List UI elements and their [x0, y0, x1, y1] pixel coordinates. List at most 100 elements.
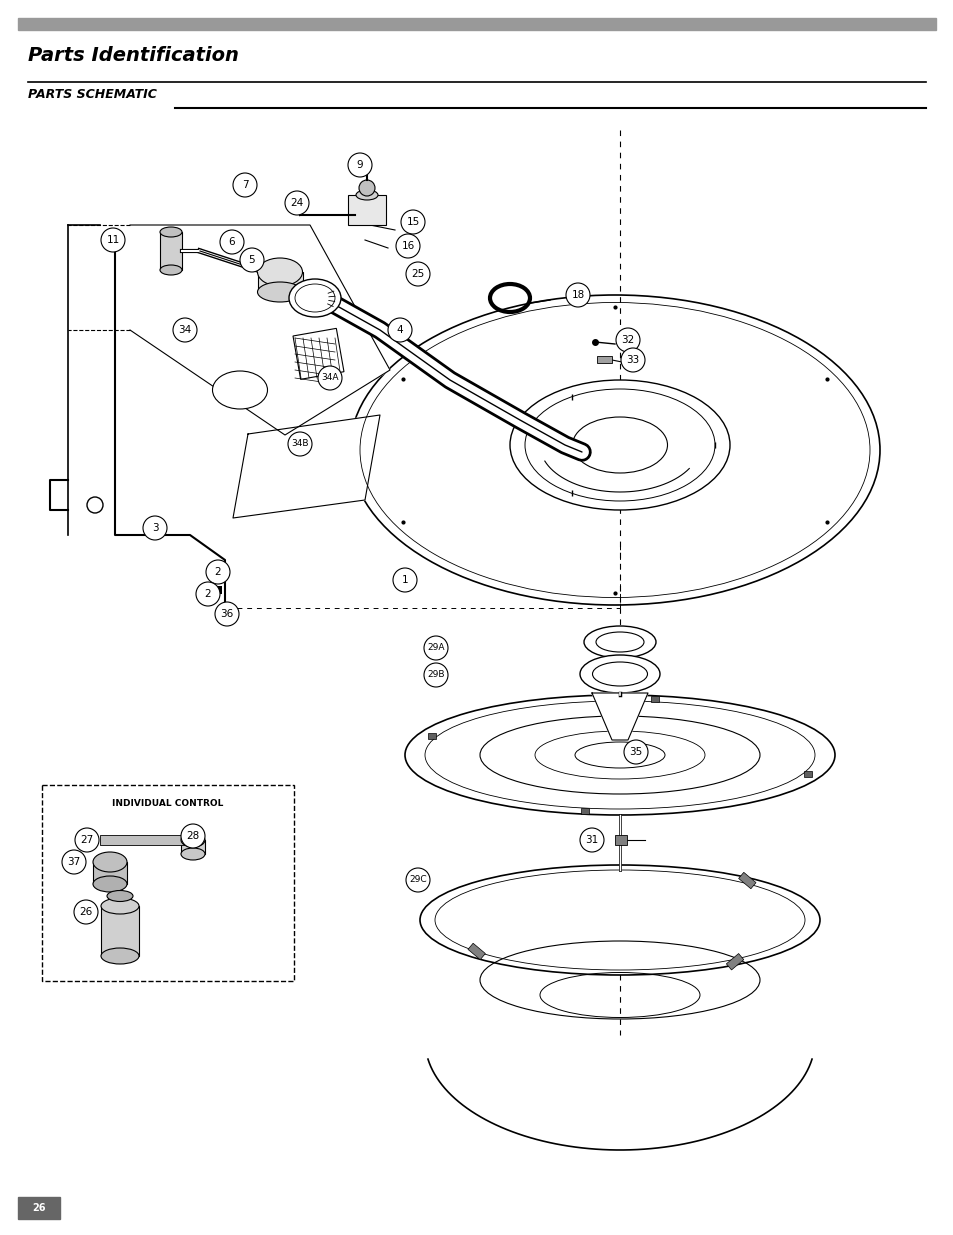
Circle shape — [317, 366, 341, 390]
Bar — [101, 906, 139, 956]
Bar — [468, 944, 485, 960]
Circle shape — [616, 329, 639, 352]
Ellipse shape — [583, 626, 656, 658]
Bar — [218, 568, 230, 576]
Ellipse shape — [510, 380, 729, 510]
Ellipse shape — [405, 695, 834, 815]
Text: 33: 33 — [626, 354, 639, 366]
Text: 32: 32 — [620, 335, 634, 345]
Circle shape — [206, 559, 230, 584]
Text: 9: 9 — [356, 161, 363, 170]
Ellipse shape — [350, 295, 879, 605]
Text: 1: 1 — [401, 576, 408, 585]
Text: 5: 5 — [249, 254, 255, 266]
Text: INDIVIDUAL CONTROL: INDIVIDUAL CONTROL — [112, 799, 223, 808]
Circle shape — [233, 173, 256, 198]
Text: 34: 34 — [178, 325, 192, 335]
Bar — [725, 953, 743, 969]
Circle shape — [579, 827, 603, 852]
Ellipse shape — [257, 258, 302, 287]
Bar — [428, 732, 436, 739]
Polygon shape — [130, 225, 390, 435]
Text: 26: 26 — [79, 906, 92, 918]
Bar — [18, 19, 935, 30]
Circle shape — [62, 850, 86, 874]
Ellipse shape — [181, 848, 205, 860]
Text: 25: 25 — [411, 269, 424, 279]
Text: 35: 35 — [629, 747, 642, 757]
Text: 37: 37 — [68, 857, 81, 867]
Text: 29C: 29C — [409, 876, 426, 884]
Circle shape — [181, 824, 205, 848]
Circle shape — [143, 516, 167, 540]
Text: 26: 26 — [32, 1203, 46, 1213]
Ellipse shape — [289, 279, 340, 317]
Ellipse shape — [355, 190, 377, 200]
Bar — [160, 232, 182, 270]
Circle shape — [423, 663, 448, 687]
Bar — [738, 872, 755, 889]
Circle shape — [400, 210, 424, 233]
Text: 24: 24 — [290, 198, 303, 207]
Bar — [615, 835, 626, 845]
Circle shape — [75, 827, 99, 852]
Circle shape — [406, 262, 430, 287]
Text: 31: 31 — [585, 835, 598, 845]
Ellipse shape — [181, 832, 205, 847]
Bar — [42, 785, 294, 981]
Text: 7: 7 — [241, 180, 248, 190]
Circle shape — [195, 582, 220, 606]
Text: 18: 18 — [571, 290, 584, 300]
Circle shape — [214, 601, 239, 626]
Circle shape — [74, 900, 98, 924]
Text: 2: 2 — [205, 589, 212, 599]
Ellipse shape — [107, 890, 132, 902]
Ellipse shape — [592, 662, 647, 685]
Ellipse shape — [101, 898, 139, 914]
Ellipse shape — [419, 864, 820, 974]
Bar — [181, 840, 205, 853]
Bar — [650, 695, 658, 701]
Ellipse shape — [92, 876, 127, 892]
Circle shape — [288, 432, 312, 456]
Circle shape — [623, 740, 647, 764]
Bar — [18, 1197, 60, 1219]
Circle shape — [220, 230, 244, 254]
Text: 28: 28 — [186, 831, 199, 841]
Circle shape — [285, 191, 309, 215]
Circle shape — [388, 317, 412, 342]
Text: 3: 3 — [152, 522, 158, 534]
Ellipse shape — [92, 852, 127, 872]
Circle shape — [423, 636, 448, 659]
Ellipse shape — [160, 227, 182, 237]
Bar — [348, 195, 386, 225]
Ellipse shape — [101, 948, 139, 965]
Ellipse shape — [160, 266, 182, 275]
Text: 29B: 29B — [427, 671, 444, 679]
Text: 11: 11 — [107, 235, 119, 245]
Bar — [293, 329, 344, 379]
Text: 2: 2 — [214, 567, 221, 577]
Circle shape — [348, 153, 372, 177]
Bar — [580, 808, 589, 814]
Circle shape — [358, 180, 375, 196]
Text: 34B: 34B — [291, 440, 309, 448]
Text: PARTS SCHEMATIC: PARTS SCHEMATIC — [28, 88, 156, 101]
Text: 6: 6 — [229, 237, 235, 247]
Text: 4: 4 — [396, 325, 403, 335]
Circle shape — [395, 233, 419, 258]
Circle shape — [406, 868, 430, 892]
Polygon shape — [233, 415, 379, 517]
Bar — [92, 862, 127, 884]
Ellipse shape — [596, 632, 643, 652]
Circle shape — [620, 348, 644, 372]
Ellipse shape — [257, 282, 302, 303]
Bar — [257, 272, 303, 291]
Ellipse shape — [579, 655, 659, 693]
Ellipse shape — [213, 370, 267, 409]
Bar — [210, 585, 222, 594]
Text: 29A: 29A — [427, 643, 444, 652]
Text: 36: 36 — [220, 609, 233, 619]
Text: Parts Identification: Parts Identification — [28, 46, 238, 65]
Circle shape — [172, 317, 196, 342]
